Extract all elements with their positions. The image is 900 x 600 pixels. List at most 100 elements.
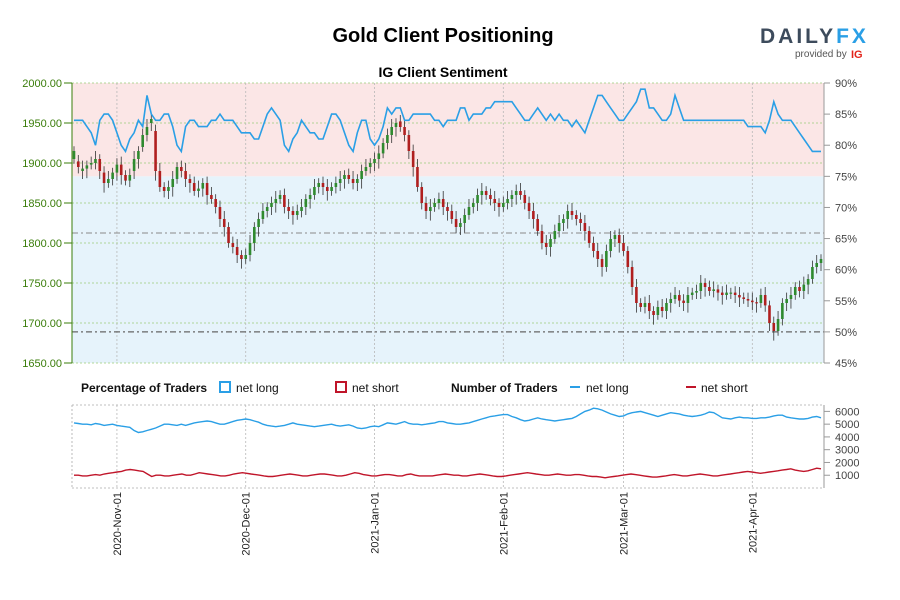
price-candle [81, 160, 84, 179]
price-candle [446, 202, 449, 221]
price-candle [781, 298, 784, 326]
candle-body [158, 171, 162, 187]
price-candle [574, 210, 578, 226]
price-candle [484, 186, 488, 200]
candle-body [248, 243, 252, 255]
net-long-zone [72, 176, 824, 363]
candle-body [630, 267, 634, 287]
price-candle [325, 179, 329, 201]
candle-body [738, 295, 741, 298]
price-candle [283, 188, 286, 214]
price-candle [261, 203, 265, 224]
candle-body [540, 231, 544, 243]
price-candle [480, 183, 484, 205]
candle-body [579, 219, 582, 223]
price-candle [188, 174, 192, 193]
price-candle [180, 160, 183, 178]
candle-body [669, 299, 673, 303]
candle-body [89, 163, 93, 165]
price-candle [244, 248, 248, 264]
price-candle [424, 196, 428, 219]
price-candle [613, 230, 617, 247]
candle-body [725, 292, 728, 295]
candle-body [712, 289, 715, 291]
date-tick-label: 2021-Apr-01 [747, 492, 759, 553]
candle-body [441, 199, 445, 207]
price-candle [441, 191, 445, 215]
price-gridlines [72, 82, 824, 364]
candle-body [253, 227, 256, 243]
candle-body [502, 203, 505, 207]
price-candle [386, 128, 389, 150]
candle-body [596, 251, 600, 259]
price-candle [235, 239, 239, 263]
candle-body [652, 311, 655, 315]
price-candle [248, 235, 252, 262]
candle-body [514, 191, 518, 195]
count-tick-label: 2000 [835, 457, 859, 469]
candle-body [553, 231, 557, 239]
price-candle [154, 124, 157, 181]
price-candle [605, 244, 608, 272]
price-candle [119, 156, 123, 185]
price-candle [514, 184, 518, 205]
logo-provided-by: provided by [795, 49, 847, 60]
panel-subtitle: IG Client Sentiment [378, 64, 507, 80]
candle-body [313, 187, 316, 195]
candle-body [459, 223, 462, 227]
price-candle [128, 168, 132, 187]
candle-body [222, 219, 226, 227]
candle-body [175, 167, 179, 179]
price-candle [265, 202, 269, 218]
price-tick-label: 1800.00 [22, 238, 62, 250]
candle-body [609, 239, 612, 251]
price-candle [205, 176, 209, 205]
candle-body [776, 319, 780, 331]
candle-body [81, 168, 84, 171]
candle-body [192, 183, 196, 191]
price-candle [377, 145, 381, 169]
price-candle [768, 300, 771, 331]
count-tick-label: 5000 [835, 419, 859, 431]
price-candle [411, 144, 415, 177]
candle-body [111, 172, 114, 179]
price-candle [85, 160, 89, 179]
candle-body [497, 203, 501, 207]
candle-body [678, 295, 681, 301]
candle-body [287, 207, 290, 211]
candle-body [493, 199, 497, 203]
price-candle [76, 155, 80, 174]
price-candle [227, 222, 230, 248]
candle-body [613, 235, 617, 239]
price-candle [278, 190, 282, 204]
candle-body [819, 259, 823, 263]
price-candle [570, 203, 574, 220]
candle-body [772, 323, 776, 331]
price-candle [519, 183, 522, 200]
price-candle [562, 214, 565, 231]
price-candle [690, 287, 694, 300]
candle-body [188, 179, 192, 183]
candle-body [660, 307, 664, 311]
candle-body [102, 172, 106, 183]
price-candle [454, 211, 458, 234]
price-candle [802, 276, 806, 299]
price-tick-label: 1950.00 [22, 118, 62, 130]
price-candle [373, 152, 376, 171]
price-candle [635, 279, 638, 313]
sentiment-tick-label: 85% [835, 109, 857, 121]
price-candle [222, 211, 226, 237]
candle-body [720, 292, 724, 295]
price-candle [94, 151, 97, 170]
sentiment-tick-label: 90% [835, 78, 857, 90]
price-candle [789, 287, 793, 309]
candle-body [338, 179, 342, 183]
candle-body [364, 167, 368, 171]
price-candle [102, 166, 106, 193]
price-candle [467, 199, 471, 220]
candle-body [506, 199, 509, 203]
candle-body [682, 300, 685, 303]
price-candle [733, 286, 737, 303]
price-candle [746, 292, 750, 307]
price-candle [600, 254, 604, 277]
